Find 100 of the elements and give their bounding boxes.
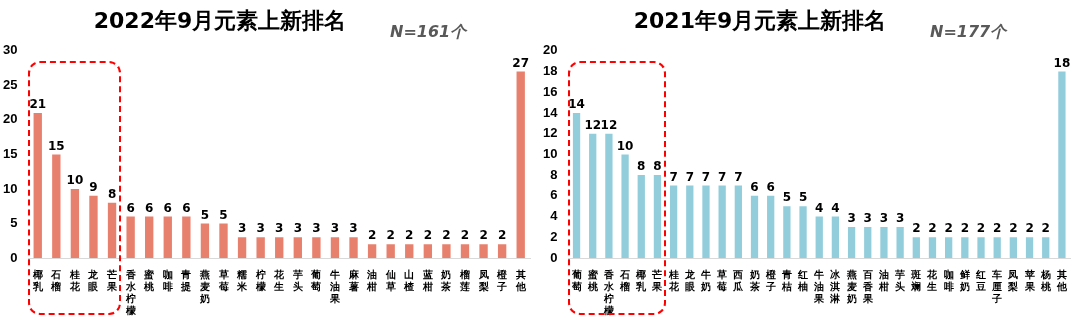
bar [912,237,920,258]
data-label: 10 [616,138,634,153]
data-label: 2 [944,221,953,236]
data-label: 2 [497,228,507,243]
x-tick-label: 椰乳 [635,268,648,292]
x-tick-label: 桂花 [667,268,680,292]
data-label: 2 [405,228,414,243]
bar [219,223,228,258]
x-tick-label: 其他 [514,268,527,292]
x-tick-label: 石榴 [619,268,631,292]
y-tick-label: 0 [550,249,558,265]
data-label: 3 [879,211,889,226]
bar [815,216,823,258]
bar [200,223,210,258]
data-label: 2 [993,221,1002,236]
bar [896,226,904,258]
data-label: 8 [637,159,646,174]
bar [275,237,284,258]
x-tick-label: 斑斓 [910,268,922,292]
bar [497,244,507,258]
data-label: 7 [734,169,743,184]
data-label: 4 [815,200,824,215]
y-tick-label: 8 [550,166,558,182]
bar [621,154,629,258]
x-tick-label: 蜜桃 [143,268,156,292]
bar [961,237,969,258]
data-label: 2 [1041,221,1050,236]
x-tick-label: 桂花 [68,268,81,292]
bar [107,202,117,258]
bar [1009,237,1018,258]
bar [330,237,340,258]
x-tick-label: 石榴 [50,268,62,292]
bar [52,154,61,258]
x-tick-label: 冰淇淋 [829,268,842,304]
data-label: 2 [442,228,451,243]
data-label: 18 [1053,55,1071,70]
data-label: 2 [460,228,470,243]
bar [33,112,42,258]
data-label: 2 [1025,221,1034,236]
data-label: 6 [145,200,154,215]
x-tick-label: 苹果 [1023,268,1036,292]
y-tick-label: 10 [542,145,558,161]
data-label: 6 [750,179,759,194]
bar [1058,71,1066,258]
bar [605,133,613,258]
bar [442,244,451,258]
x-tick-label: 百香果 [861,268,874,304]
x-tick-label: 杨桃 [1039,268,1052,292]
x-tick-label: 椰乳 [31,268,44,292]
data-label: 15 [47,138,65,153]
y-tick-label: 15 [2,145,18,161]
x-tick-label: 香水柠檬 [124,268,137,316]
bar [312,237,321,258]
y-tick-label: 30 [2,42,18,58]
data-label: 7 [717,169,727,184]
data-label: 3 [237,221,247,236]
text: N=177个 [930,22,1007,43]
bar [145,216,154,258]
x-tick-label: 牛奶 [699,268,711,292]
data-label: 5 [200,207,210,222]
bar [799,206,807,258]
chart-title: 2022年9月元素上新排名 [93,8,347,33]
x-tick-label: 奶茶 [748,268,760,292]
x-tick-label: 咖啡 [162,268,173,292]
bar [945,237,953,258]
bar [70,188,80,258]
data-label: 6 [126,200,135,215]
data-label: 7 [701,169,711,184]
data-label: 2 [976,221,986,236]
data-label: 3 [256,221,265,236]
x-tick-label: 龙眼 [683,268,696,292]
data-label: 8 [107,186,117,201]
bar [460,244,470,258]
x-tick-label: 蓝柑 [421,268,433,292]
x-tick-label: 山楂 [403,268,415,292]
y-tick-label: 14 [542,104,559,120]
x-tick-label: 芒果 [106,268,119,292]
bar [386,244,395,258]
x-tick-label: 葡萄 [310,268,322,292]
x-tick-label: 草莓 [716,268,728,292]
x-tick-label: 芋头 [894,268,906,292]
x-tick-label: 榴莲 [458,268,470,292]
bar [423,244,433,258]
data-label: 7 [685,169,694,184]
y-tick-label: 25 [2,76,18,92]
bar [89,195,98,258]
x-tick-label: 葡萄 [570,268,582,292]
x-tick-label: 橙子 [764,268,777,292]
data-label: 7 [669,169,678,184]
data-label: 2 [479,228,488,243]
chart-title: 2021年9月元素上新排名 [633,8,887,33]
x-tick-label: 青提 [180,268,192,292]
data-label: 3 [863,211,872,226]
bar [702,185,710,258]
x-tick-label: 蜜桃 [586,268,599,292]
data-label: 3 [312,221,321,236]
bar [734,185,742,258]
x-tick-label: 西瓜 [732,268,745,292]
y-tick-label: 12 [542,125,558,141]
bar [783,206,791,258]
